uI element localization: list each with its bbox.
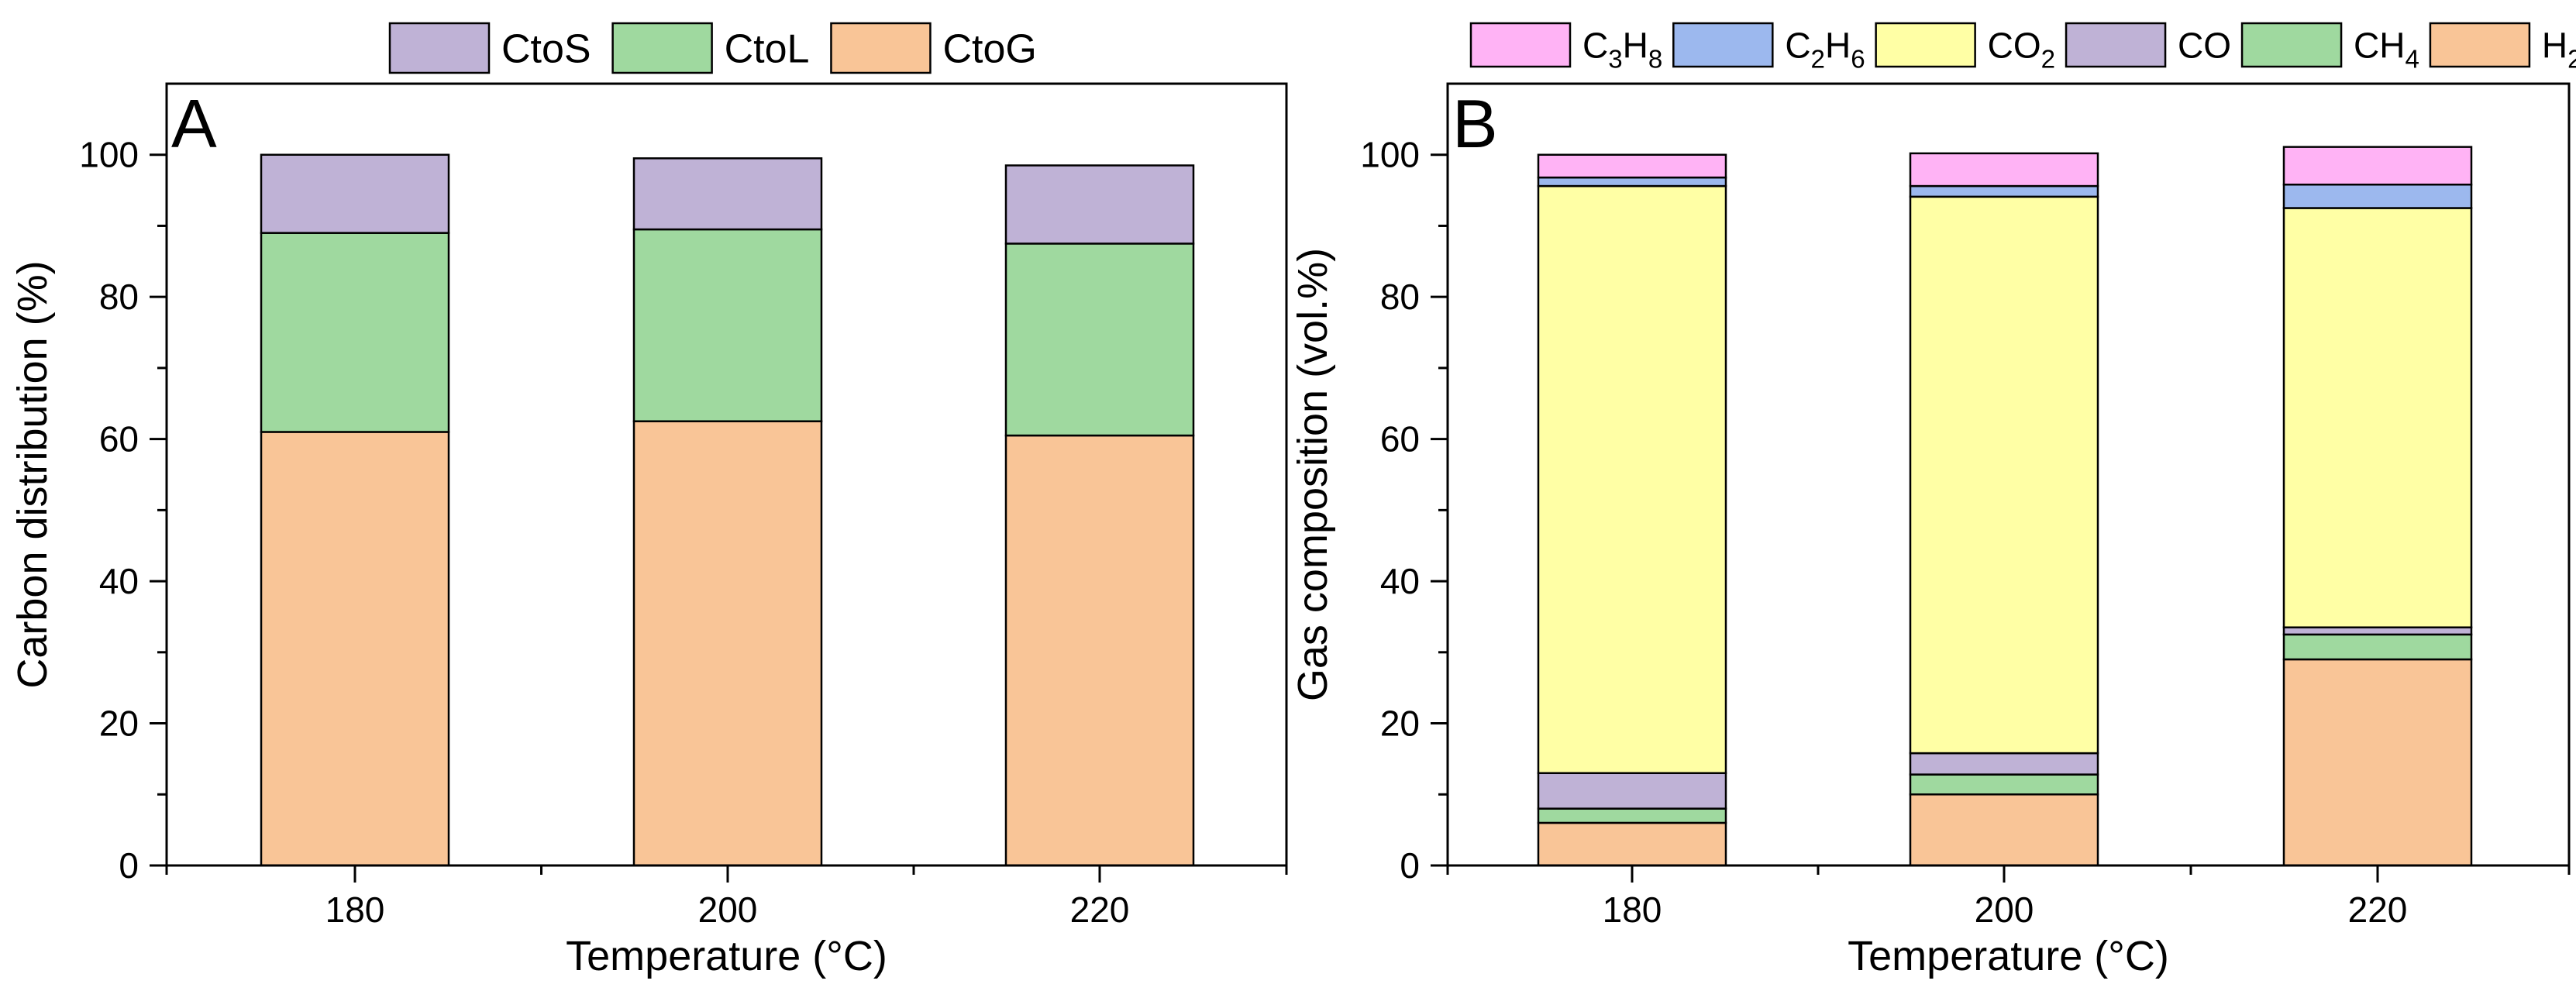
bar-segment-c3h8-180 — [1537, 153, 1727, 179]
legend: C3H8 C2H6 CO2 CO CH4 H2 — [1469, 22, 2576, 74]
legend-label-c2h6: C2H6 — [1785, 26, 1865, 74]
bar-segment-ctos-220 — [1004, 164, 1195, 245]
legend-swatch-ctol — [611, 22, 713, 74]
y-tick-label: 60 — [1380, 419, 1420, 459]
legend-swatch-ch4 — [2240, 22, 2343, 68]
bar-segment-ctol-220 — [1004, 243, 1195, 437]
bar-segment-c2h6-200 — [1909, 184, 2099, 198]
bar-segment-ctog-220 — [1004, 434, 1195, 867]
y-tick-label: 80 — [1380, 277, 1420, 317]
legend: CtoS CtoL CtoG — [388, 22, 1037, 74]
y-axis-title: Gas composition (vol.%) — [1290, 248, 1336, 701]
x-tick-label: 200 — [698, 889, 758, 930]
bar-segment-ctol-180 — [260, 232, 450, 433]
y-tick-label: 0 — [1400, 845, 1420, 886]
panel-a-chart: 0 20 40 60 80 100 180 200 220 Temperature (°C) Car… — [9, 22, 1288, 979]
x-tick-label: 180 — [325, 889, 385, 930]
bar-segment-co2-180 — [1537, 184, 1727, 775]
y-tick-label: 20 — [1380, 704, 1420, 744]
bar-segment-co-220 — [2282, 626, 2473, 636]
bar-segment-co-200 — [1909, 752, 2099, 776]
bar-segment-c2h6-220 — [2282, 184, 2473, 209]
panel-b-chart: 0 20 40 60 80 100 180 200 220 Temperature (°C) Gas… — [1290, 22, 2576, 979]
y-tick-label: 40 — [99, 561, 139, 601]
legend-swatch-co — [2065, 22, 2167, 68]
legend-label-ctol: CtoL — [725, 27, 810, 72]
y-tick-label: 80 — [99, 277, 139, 317]
bar-segment-c2h6-180 — [1537, 176, 1727, 188]
bar-segment-h2-220 — [2282, 658, 2473, 867]
panel-label: B — [1452, 85, 1498, 162]
bar-segment-ch4-180 — [1537, 807, 1727, 824]
legend-swatch-ctos — [388, 22, 491, 74]
legend-swatch-c2h6 — [1672, 22, 1774, 68]
legend-label-c3h8: C3H8 — [1582, 26, 1662, 74]
legend-swatch-h2 — [2429, 22, 2531, 68]
bar-segment-ctog-200 — [632, 420, 823, 867]
bar-segment-co2-220 — [2282, 207, 2473, 628]
legend-label-ctog: CtoG — [942, 27, 1036, 72]
bar-segment-ctog-180 — [260, 431, 450, 867]
legend-label-co: CO — [2178, 26, 2231, 66]
plot-frame — [1446, 82, 2571, 867]
bar-segment-co2-200 — [1909, 195, 2099, 755]
y-tick-label: 100 — [1360, 135, 1420, 175]
bar-segment-ctol-200 — [632, 228, 823, 422]
x-tick-label: 220 — [1070, 889, 1130, 930]
y-tick-label: 0 — [119, 845, 139, 886]
x-tick-label: 220 — [2348, 889, 2408, 930]
legend-label-ctos: CtoS — [501, 27, 591, 72]
bar-segment-ctos-200 — [632, 157, 823, 231]
y-tick-label: 40 — [1380, 561, 1420, 601]
legend-label-co2: CO2 — [1988, 26, 2055, 74]
x-axis-title: Temperature (°C) — [1848, 933, 2169, 979]
bar-segment-co-180 — [1537, 772, 1727, 810]
y-tick-label: 60 — [99, 419, 139, 459]
x-axis-title: Temperature (°C) — [566, 933, 887, 979]
x-tick-label: 180 — [1603, 889, 1662, 930]
legend-swatch-ctog — [830, 22, 932, 74]
y-tick-label: 20 — [99, 704, 139, 744]
legend-swatch-co2 — [1875, 22, 1976, 68]
y-axis-title: Carbon distribution (%) — [9, 260, 56, 688]
bar-segment-h2-200 — [1909, 793, 2099, 867]
bar-segment-h2-180 — [1537, 821, 1727, 867]
legend-label-ch4: CH4 — [2354, 26, 2419, 74]
bar-segment-ctos-180 — [260, 153, 450, 234]
bar-segment-c3h8-200 — [1909, 152, 2099, 188]
legend-label-h2: H2 — [2542, 26, 2576, 74]
bar-segment-ch4-220 — [2282, 633, 2473, 661]
bar-segment-c3h8-220 — [2282, 146, 2473, 186]
y-tick-label: 100 — [79, 135, 139, 175]
x-tick-label: 200 — [1975, 889, 2034, 930]
bar-segment-ch4-200 — [1909, 773, 2099, 796]
legend-swatch-c3h8 — [1469, 22, 1572, 68]
panel-label: A — [171, 85, 217, 162]
